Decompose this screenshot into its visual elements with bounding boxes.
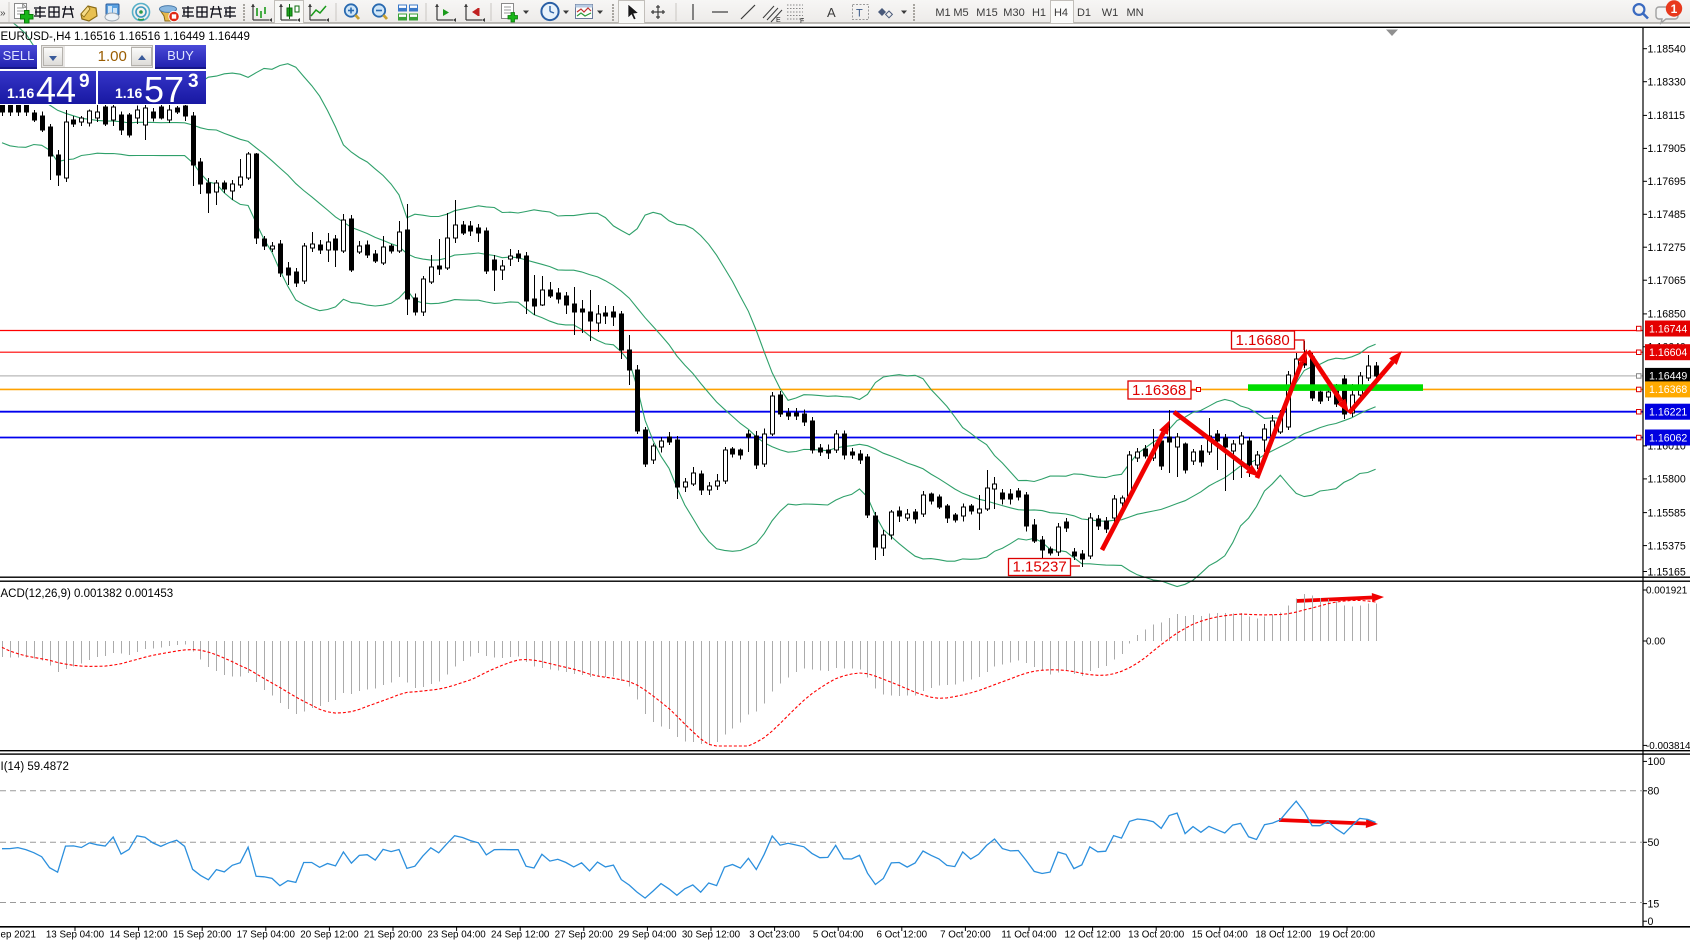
svg-text:0.001921: 0.001921 (1646, 586, 1688, 597)
svg-text:1.17275: 1.17275 (1648, 242, 1686, 254)
svg-text:1.16680: 1.16680 (1236, 332, 1290, 349)
svg-text:1.17485: 1.17485 (1648, 209, 1686, 221)
svg-text:W1: W1 (1102, 7, 1119, 19)
svg-text:1: 1 (1671, 2, 1678, 16)
svg-text:18 Oct 12:00: 18 Oct 12:00 (1255, 930, 1312, 941)
svg-text:M15: M15 (976, 7, 997, 19)
svg-text:1.18115: 1.18115 (1648, 110, 1686, 122)
svg-text:1.15800: 1.15800 (1648, 474, 1686, 486)
svg-text:1.16850: 1.16850 (1648, 309, 1686, 321)
svg-text:D1: D1 (1077, 7, 1091, 19)
svg-text:14 Sep 12:00: 14 Sep 12:00 (109, 930, 168, 941)
svg-text:E: E (776, 17, 781, 24)
svg-text:EURUSD-,H4 1.16516 1.16516 1.: EURUSD-,H4 1.16516 1.16516 1.16449 1.164… (1, 31, 250, 43)
svg-text:15 Sep 20:00: 15 Sep 20:00 (173, 930, 232, 941)
svg-text:H1: H1 (1032, 7, 1046, 19)
svg-text:1.16368: 1.16368 (1649, 384, 1687, 396)
svg-text:I(14) 59.4872: I(14) 59.4872 (1, 761, 69, 773)
svg-text:23 Sep 04:00: 23 Sep 04:00 (427, 930, 486, 941)
svg-text:1.18540: 1.18540 (1648, 44, 1686, 56)
svg-text:100: 100 (1648, 756, 1666, 768)
svg-text:A: A (827, 5, 836, 20)
svg-text:1.16604: 1.16604 (1649, 347, 1687, 359)
svg-text:-0.003814: -0.003814 (1646, 741, 1690, 752)
svg-text:0.00: 0.00 (1646, 637, 1666, 648)
svg-text:50: 50 (1648, 837, 1660, 849)
svg-text:1.17065: 1.17065 (1648, 275, 1686, 287)
svg-text:21 Sep 20:00: 21 Sep 20:00 (364, 930, 423, 941)
svg-text:1.17905: 1.17905 (1648, 143, 1686, 155)
svg-text:1.16449: 1.16449 (1649, 371, 1687, 383)
svg-text:17 Sep 04:00: 17 Sep 04:00 (237, 930, 296, 941)
svg-text:5 Oct 04:00: 5 Oct 04:00 (813, 930, 864, 941)
svg-text:7 Oct 20:00: 7 Oct 20:00 (940, 930, 991, 941)
svg-text:M1: M1 (935, 7, 950, 19)
svg-text:19 Oct 20:00: 19 Oct 20:00 (1319, 930, 1376, 941)
svg-text:ACD(12,26,9) 0.001382 0.001453: ACD(12,26,9) 0.001382 0.001453 (1, 588, 174, 600)
svg-text:1.15585: 1.15585 (1648, 507, 1686, 519)
svg-text:15: 15 (1648, 898, 1660, 910)
svg-text:1.16368: 1.16368 (1132, 382, 1186, 399)
svg-text:3 Oct 23:00: 3 Oct 23:00 (749, 930, 800, 941)
svg-text:27 Sep 20:00: 27 Sep 20:00 (555, 930, 614, 941)
svg-text:1.16744: 1.16744 (1649, 323, 1687, 335)
svg-text:1.16062: 1.16062 (1649, 432, 1687, 444)
svg-text:H4: H4 (1054, 7, 1068, 19)
svg-text:13 Oct 20:00: 13 Oct 20:00 (1128, 930, 1185, 941)
svg-text:ep 2021: ep 2021 (1, 930, 36, 941)
svg-text:1.15237: 1.15237 (1013, 559, 1067, 576)
svg-text:M30: M30 (1003, 7, 1024, 19)
svg-text:1.16221: 1.16221 (1649, 407, 1687, 419)
svg-text:12 Oct 12:00: 12 Oct 12:00 (1065, 930, 1122, 941)
svg-text:T: T (856, 8, 863, 20)
svg-text:29 Sep 04:00: 29 Sep 04:00 (618, 930, 677, 941)
svg-text:80: 80 (1648, 786, 1660, 798)
svg-text:30 Sep 12:00: 30 Sep 12:00 (682, 930, 741, 941)
svg-text:6 Oct 12:00: 6 Oct 12:00 (876, 930, 927, 941)
svg-text:M5: M5 (953, 7, 968, 19)
svg-text:20 Sep 12:00: 20 Sep 12:00 (300, 930, 359, 941)
svg-text:15 Oct 04:00: 15 Oct 04:00 (1192, 930, 1249, 941)
svg-text:1.15165: 1.15165 (1648, 566, 1686, 578)
svg-text:13 Sep 04:00: 13 Sep 04:00 (46, 930, 105, 941)
svg-text:24 Sep 12:00: 24 Sep 12:00 (491, 930, 550, 941)
svg-text:11 Oct 04:00: 11 Oct 04:00 (1001, 930, 1057, 941)
svg-text:»: » (0, 8, 6, 19)
svg-text:MN: MN (1126, 7, 1143, 19)
svg-text:1.17695: 1.17695 (1648, 176, 1686, 188)
svg-text:F: F (800, 18, 804, 25)
svg-text:1.18330: 1.18330 (1648, 77, 1686, 89)
svg-text:0: 0 (1648, 916, 1654, 928)
svg-text:1.15375: 1.15375 (1648, 540, 1686, 552)
